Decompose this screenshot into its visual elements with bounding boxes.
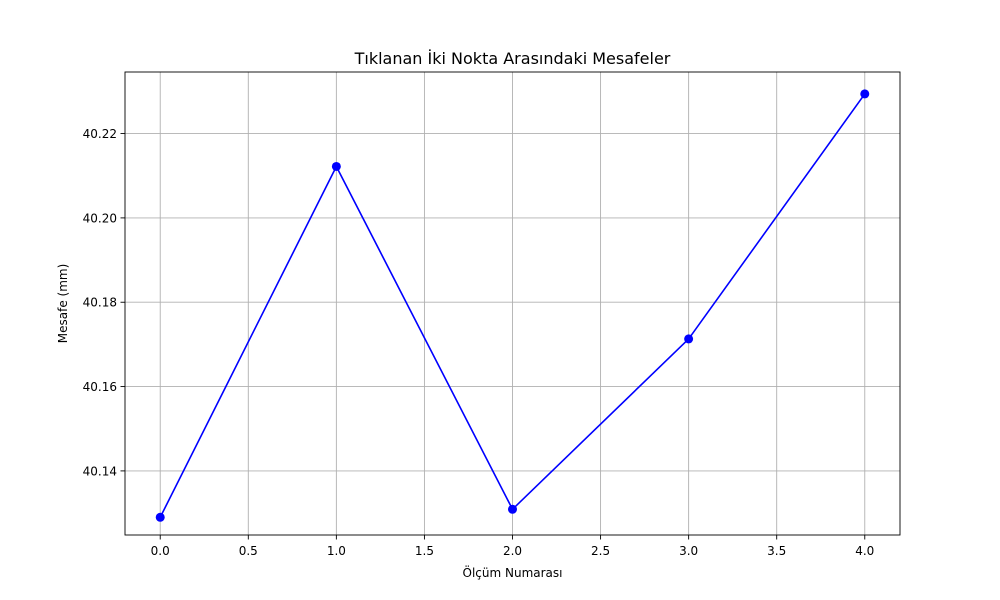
grid-lines (125, 72, 900, 535)
y-tick-label: 40.14 (83, 464, 117, 478)
data-point (331, 161, 341, 171)
y-tick-label: 40.20 (83, 211, 117, 225)
chart-title: Tıklanan İki Nokta Arasındaki Mesafeler (354, 49, 671, 68)
series-layer (155, 89, 870, 522)
data-point (860, 89, 870, 99)
data-point (684, 334, 694, 344)
x-tick-label: 0.5 (239, 544, 258, 558)
x-tick-label: 1.0 (327, 544, 346, 558)
y-tick-label: 40.22 (83, 127, 117, 141)
y-axis-label: Mesafe (mm) (56, 264, 70, 344)
x-tick-label: 4.0 (855, 544, 874, 558)
data-point (155, 512, 165, 522)
x-tick-label: 1.5 (415, 544, 434, 558)
x-tick-label: 0.0 (151, 544, 170, 558)
y-axis-ticks: 40.14 40.16 40.18 40.20 40.22 (83, 127, 125, 478)
y-tick-label: 40.18 (83, 296, 117, 310)
x-tick-label: 3.5 (767, 544, 786, 558)
x-tick-label: 2.0 (503, 544, 522, 558)
data-point (508, 504, 517, 514)
y-tick-label: 40.16 (83, 380, 117, 394)
x-tick-label: 2.5 (591, 544, 610, 558)
x-axis-label: Ölçüm Numarası (463, 564, 563, 580)
x-tick-label: 3.0 (679, 544, 698, 558)
x-axis-ticks: 0.0 0.5 1.0 1.5 2.0 2.5 3.0 3.5 4.0 (151, 535, 874, 558)
